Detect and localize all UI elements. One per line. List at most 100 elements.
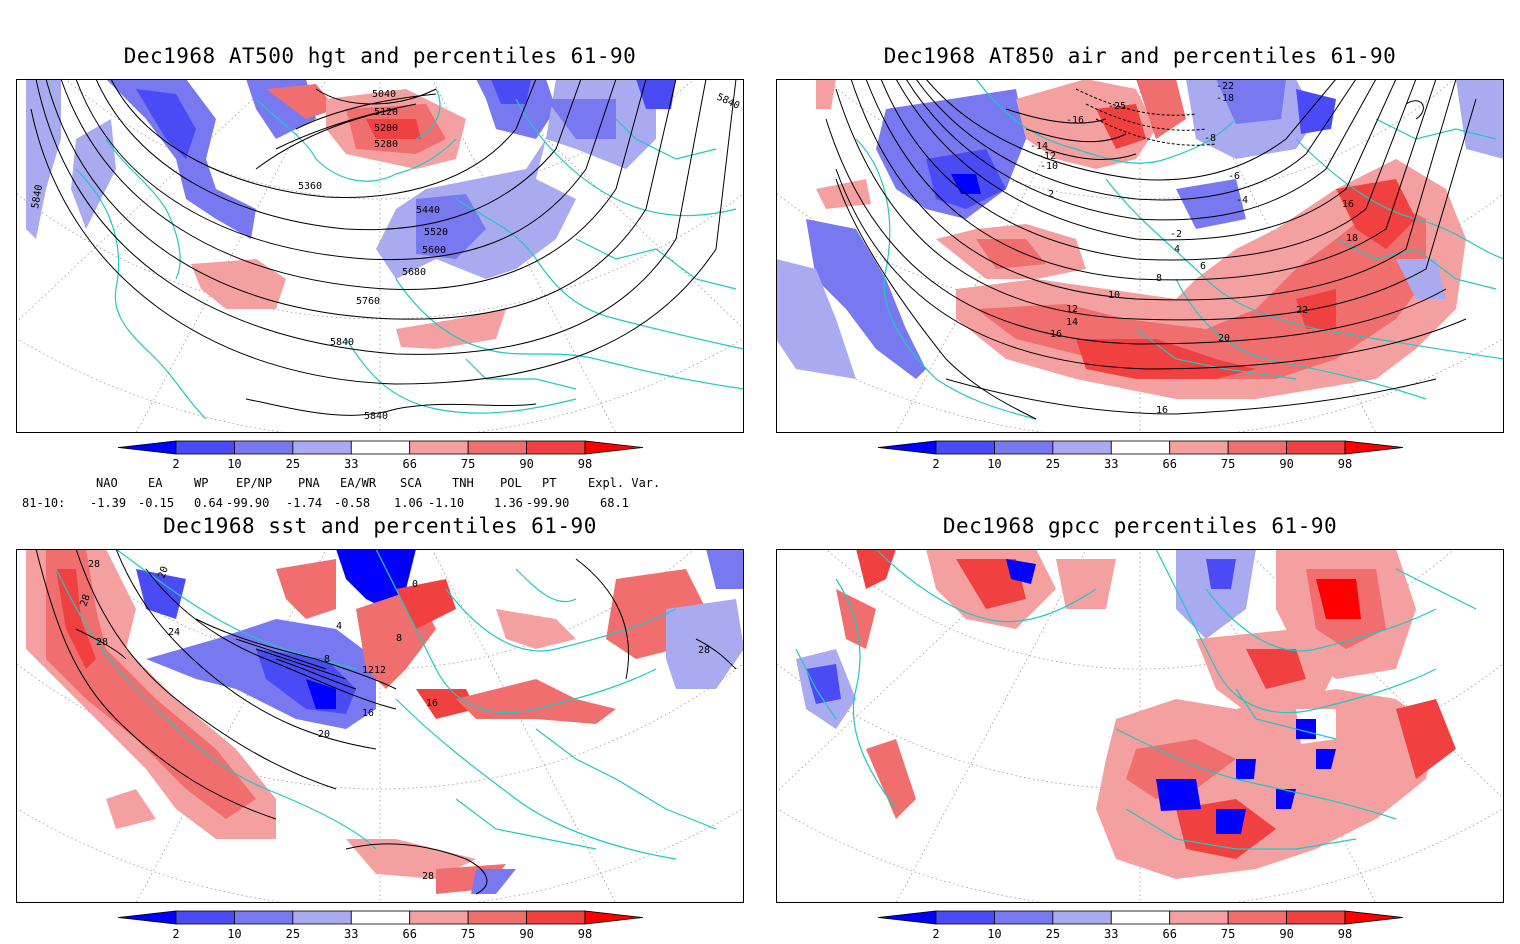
index-header: SCA bbox=[400, 476, 422, 490]
colorbar-swatch bbox=[409, 440, 469, 455]
colorbar-swatch bbox=[1169, 910, 1229, 925]
colorbar-tick-label: 98 bbox=[578, 457, 592, 470]
index-header: EA bbox=[148, 476, 163, 490]
index-value: 1.06 bbox=[394, 496, 423, 510]
index-header: PT bbox=[542, 476, 557, 490]
contour-label: 28 bbox=[78, 593, 92, 608]
index-header: WP bbox=[194, 476, 209, 490]
colorbar-swatch bbox=[994, 910, 1054, 925]
index-value: -0.58 bbox=[334, 496, 371, 510]
map-sst: 28 28 28 24 20 16 12 8 4 0 20 28 12 16 2… bbox=[16, 549, 744, 903]
colorbar-swatch bbox=[117, 910, 177, 925]
contour-labels: 28 28 28 24 20 16 12 8 4 0 20 28 12 16 2… bbox=[78, 559, 710, 882]
contour-label: 6 bbox=[1200, 261, 1206, 272]
contour-label: 0 bbox=[412, 579, 418, 590]
colorbar-tick-label: 33 bbox=[344, 457, 358, 470]
contour-label: 12 bbox=[1066, 304, 1078, 315]
colorbar-swatch bbox=[1110, 910, 1171, 925]
contour-label: 20 bbox=[156, 565, 170, 580]
index-value: 0.64 bbox=[194, 496, 223, 510]
index-row-label: 81-10: bbox=[22, 496, 66, 510]
contour-label: -10 bbox=[1040, 161, 1058, 172]
contour-label: 5440 bbox=[416, 205, 440, 216]
colorbar-swatch bbox=[526, 440, 586, 455]
index-header: TNH bbox=[452, 476, 474, 490]
panel-title-gpcc: Dec1968 gpcc percentiles 61-90 bbox=[942, 514, 1338, 538]
colorbar-tick-label: 98 bbox=[1338, 927, 1352, 940]
colorbar-tick-label: 25 bbox=[1046, 457, 1060, 470]
anomaly-shading bbox=[26, 79, 676, 349]
colorbar-tick-label: 66 bbox=[1162, 457, 1176, 470]
contour-label: -14 bbox=[1030, 141, 1048, 152]
colorbar-tick-label: 33 bbox=[1104, 457, 1118, 470]
contour-label: -6 bbox=[1228, 171, 1240, 182]
graticule bbox=[16, 79, 744, 433]
map-gpcc bbox=[776, 549, 1504, 903]
colorbar-swatch bbox=[526, 910, 586, 925]
contour-label: 5200 bbox=[374, 123, 398, 134]
contour-label: -2 bbox=[1170, 229, 1182, 240]
index-header: EA/WR bbox=[340, 476, 377, 490]
contour-label: 8 bbox=[1156, 273, 1162, 284]
contour-label: 16 bbox=[1050, 329, 1062, 340]
colorbar-swatch bbox=[467, 440, 527, 455]
map-hgt500: 5040 5120 5200 5280 5360 5440 5520 5600 … bbox=[16, 79, 744, 433]
index-header: Expl. Var. bbox=[588, 476, 661, 490]
colorbar-swatch bbox=[1344, 440, 1404, 455]
index-header: PNA bbox=[298, 476, 320, 490]
contour-label: 12 bbox=[362, 665, 374, 676]
colorbar-swatch bbox=[935, 910, 995, 925]
panel-title-air850: Dec1968 AT850 air and percentiles 61-90 bbox=[883, 44, 1397, 68]
index-value: -0.15 bbox=[138, 496, 175, 510]
contour-label: 2 bbox=[1048, 189, 1054, 200]
contour-label: -12 bbox=[1038, 151, 1056, 162]
colorbar-swatch bbox=[117, 440, 177, 455]
contour-label: 5360 bbox=[298, 181, 322, 192]
colorbar-swatch bbox=[175, 910, 235, 925]
contour-labels: -22 -18 -16 -14 -12 -10 -8 -6 -4 -2 2 4 … bbox=[1030, 81, 1358, 416]
colorbar-swatch bbox=[175, 440, 235, 455]
map-air850: -22 -18 -16 -14 -12 -10 -8 -6 -4 -2 2 4 … bbox=[776, 79, 1504, 433]
colorbar-swatch bbox=[1052, 910, 1112, 925]
contour-label: -8 bbox=[1204, 133, 1216, 144]
colorbar-swatch bbox=[584, 910, 644, 925]
contour-label: 5840 bbox=[364, 411, 388, 422]
colorbar-svg: 2 10 25 33 66 75 90 98 bbox=[877, 440, 1404, 471]
colorbar-tick-label: 25 bbox=[1046, 927, 1060, 940]
map-panel-gpcc bbox=[776, 549, 1504, 903]
contour-label: 16 bbox=[426, 698, 438, 709]
colorbar-swatch bbox=[935, 440, 995, 455]
colorbar-tick-label: 2 bbox=[172, 457, 179, 470]
colorbar-hgt500: 2 10 25 33 66 75 90 98 bbox=[117, 440, 644, 471]
colorbar-tick-label: 90 bbox=[519, 927, 533, 940]
contour-label: 5680 bbox=[402, 267, 426, 278]
colorbar-svg: 2 10 25 33 66 75 90 98 bbox=[117, 440, 644, 471]
colorbar-swatch bbox=[350, 440, 411, 455]
colorbar-swatch bbox=[877, 440, 937, 455]
contour-label: 4 bbox=[336, 621, 342, 632]
colorbar-tick-label: 98 bbox=[578, 927, 592, 940]
index-value: -1.39 bbox=[90, 496, 127, 510]
contour-label: 28 bbox=[88, 559, 100, 570]
colorbar-tick-label: 90 bbox=[1279, 927, 1293, 940]
colorbar-tick-label: 75 bbox=[461, 457, 475, 470]
contour-label: -16 bbox=[1066, 115, 1084, 126]
colorbar-tick-label: 33 bbox=[1104, 927, 1118, 940]
colorbar-tick-label: 90 bbox=[519, 457, 533, 470]
colorbar-swatch bbox=[877, 910, 937, 925]
contour-label: 24 bbox=[168, 627, 180, 638]
colorbar-tick-label: 33 bbox=[344, 927, 358, 940]
colorbar-swatch bbox=[1227, 440, 1287, 455]
index-value: -1.10 bbox=[428, 496, 465, 510]
colorbar-tick-label: 25 bbox=[286, 457, 300, 470]
colorbar-swatch bbox=[1227, 910, 1287, 925]
contour-label: 5520 bbox=[424, 227, 448, 238]
colorbar-svg: 2 10 25 33 66 75 90 98 bbox=[117, 910, 644, 941]
index-value: -1.74 bbox=[286, 496, 323, 510]
contour-label: 14 bbox=[1066, 317, 1078, 328]
index-header: POL bbox=[500, 476, 522, 490]
colorbar-tick-label: 75 bbox=[1221, 927, 1235, 940]
panel-title-hgt500: Dec1968 AT500 hgt and percentiles 61-90 bbox=[123, 44, 637, 68]
panel-title-sst: Dec1968 sst and percentiles 61-90 bbox=[163, 514, 597, 538]
contour-labels: 5040 5120 5200 5280 5360 5440 5520 5600 … bbox=[30, 89, 741, 422]
